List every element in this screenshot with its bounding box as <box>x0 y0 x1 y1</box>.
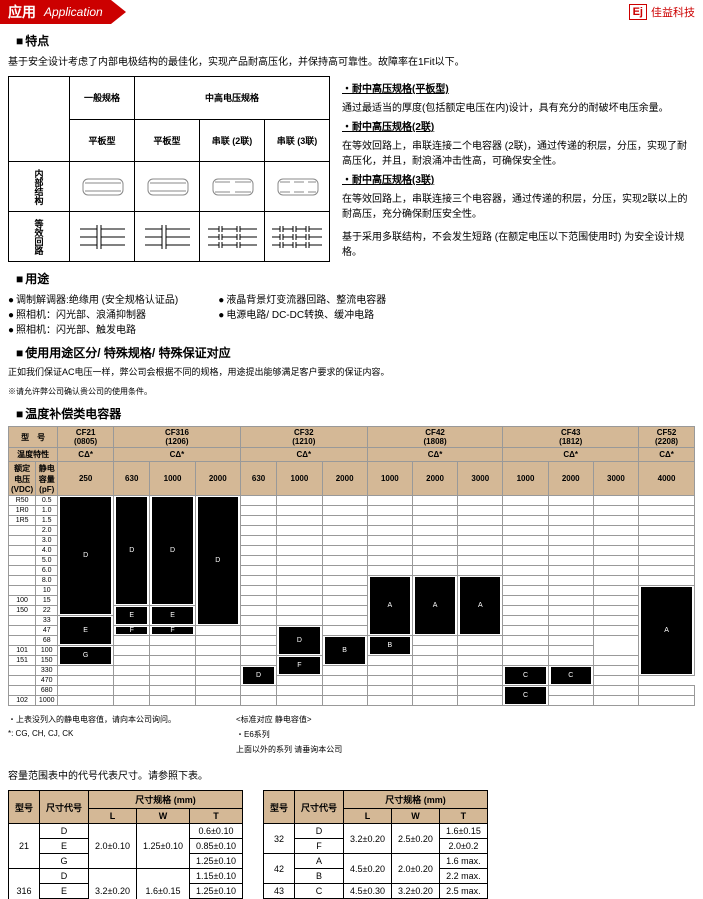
note-p2: 在等效回路上，串联连接二个电容器 (2联)，通过传递的积层，分压，实现了耐高压化… <box>342 137 695 167</box>
v-cell: 2000 <box>322 462 367 496</box>
v-cell: 630 <box>114 462 150 496</box>
note-p3: 在等效回路上，串联连接三个电容器，通过传递的积层，分压，实现2联以上的耐高压，充… <box>342 190 695 220</box>
model-cell: CF43(1812) <box>503 427 639 448</box>
th-type: 型 号 <box>9 427 58 448</box>
usage-title: 用途 <box>16 270 695 287</box>
temp-val: CΔ* <box>503 448 639 462</box>
th-c3: 串联 (2联) <box>200 119 265 162</box>
capacitor-table: 型 号 CF21(0805) CF316(1206) CF32(1210) CF… <box>8 426 695 706</box>
special-p2: ※请允许弊公司确认贵公司的使用条件。 <box>8 386 695 397</box>
cap-title: 温度补偿类电容器 <box>16 405 695 422</box>
th-highv: 中高电压规格 <box>135 77 330 120</box>
v-cell: 250 <box>58 462 114 496</box>
foot1: ・上表没列入的静电电容值，请向本公司询问。 <box>8 714 176 725</box>
v-cell: 1000 <box>150 462 195 496</box>
tab-cn: 应用 <box>8 2 36 22</box>
logo-mark: Ej <box>629 4 647 20</box>
row-circuit: 等效回路 <box>9 212 70 262</box>
th-temp: 温度特性 <box>9 448 58 462</box>
model-cell: CF42(1808) <box>367 427 503 448</box>
special-title: 使用用途区分/ 特殊规格/ 特殊保证对应 <box>16 344 695 361</box>
temp-val: CΔ* <box>58 448 114 462</box>
dim-intro: 容量范围表中的代号代表尺寸。请参照下表。 <box>8 767 695 782</box>
v-cell: 1000 <box>277 462 322 496</box>
usage-item: 照相机：闪光部、浪涌抑制器 <box>8 306 178 321</box>
th-pf: 静电容量(pF) <box>36 462 58 496</box>
v-cell: 2000 <box>195 462 240 496</box>
th-c1: 平板型 <box>70 119 135 162</box>
note-p1: 通过最适当的厚度(包括额定电压在内)设计，具有充分的耐破坏电压余量。 <box>342 99 695 114</box>
spec-layout: 一般规格 中高电压规格 平板型 平板型 串联 (2联) 串联 (3联) 内部结构… <box>8 76 695 262</box>
v-cell: 3000 <box>458 462 503 496</box>
circuit-2 <box>140 221 195 251</box>
v-cell: 1000 <box>367 462 412 496</box>
th-rated: 额定电压(VDC) <box>9 462 36 496</box>
spec-notes: ・耐中高压规格(平板型) 通过最适当的厚度(包括额定电压在内)设计，具有充分的耐… <box>342 76 695 262</box>
usage-item: 电源电路/ DC-DC转换、缓冲电路 <box>218 306 386 321</box>
note-t1: ・耐中高压规格(平板型) <box>342 80 695 95</box>
dim-table-1: 型号尺寸代号尺寸规格 (mm) LWT 21D2.0±0.101.25±0.10… <box>8 790 243 899</box>
special-p1: 正如我们保证AC电压一样，弊公司会根据不同的规格，用途提出能够满足客户要求的保证… <box>8 365 695 378</box>
usage-item: 调制解调器:绝缘用 (安全规格认证品) <box>8 291 178 306</box>
features-text: 基于安全设计考虑了内部电极结构的最佳化，实现产品耐高压化，并保持高可靠性。故障率… <box>8 53 695 68</box>
foot4: ・E6系列 <box>236 729 342 740</box>
temp-val: CΔ* <box>639 448 695 462</box>
header: 应用 Application Ej 佳益科技 <box>0 0 703 24</box>
features-title: 特点 <box>16 32 695 49</box>
note-t3: ・耐中高压规格(3联) <box>342 171 695 186</box>
temp-val: CΔ* <box>367 448 503 462</box>
v-cell: 2000 <box>548 462 593 496</box>
v-cell: 630 <box>240 462 276 496</box>
model-cell: CF32(1210) <box>240 427 367 448</box>
cap-diagram-1 <box>75 171 130 201</box>
foot5: 上面以外的系列 请垂询本公司 <box>236 744 342 755</box>
v-cell: 3000 <box>593 462 638 496</box>
v-cell: 4000 <box>639 462 695 496</box>
cap-diagram-4 <box>270 171 325 201</box>
th-general: 一般规格 <box>70 77 135 120</box>
v-cell: 2000 <box>412 462 457 496</box>
usage-item: 液晶背景灯变流器回路、整流电容器 <box>218 291 386 306</box>
cap-diagram-2 <box>140 171 195 201</box>
th-c2: 平板型 <box>135 119 200 162</box>
v-cell: 1000 <box>503 462 548 496</box>
model-cell: CF316(1206) <box>114 427 241 448</box>
structure-table: 一般规格 中高电压规格 平板型 平板型 串联 (2联) 串联 (3联) 内部结构… <box>8 76 330 262</box>
foot2: *: CG, CH, CJ, CK <box>8 729 176 738</box>
circuit-4 <box>270 221 325 251</box>
th-c4: 串联 (3联) <box>265 119 330 162</box>
dim-table-2: 型号尺寸代号尺寸规格 (mm) LWT 32D3.2±0.202.5±0.201… <box>263 790 488 899</box>
note-t2: ・耐中高压规格(2联) <box>342 118 695 133</box>
usage-left: 调制解调器:绝缘用 (安全规格认证品) 照相机：闪光部、浪涌抑制器 照相机：闪光… <box>8 291 178 336</box>
usage-right: 液晶背景灯变流器回路、整流电容器 电源电路/ DC-DC转换、缓冲电路 <box>218 291 386 336</box>
usage-list: 调制解调器:绝缘用 (安全规格认证品) 照相机：闪光部、浪涌抑制器 照相机：闪光… <box>8 291 695 336</box>
temp-val: CΔ* <box>240 448 367 462</box>
model-cell: CF52(2208) <box>639 427 695 448</box>
dimension-tables: 型号尺寸代号尺寸规格 (mm) LWT 21D2.0±0.101.25±0.10… <box>8 790 695 899</box>
foot3: <标准对应 静电容值> <box>236 714 342 725</box>
usage-item: 照相机：闪光部、触发电路 <box>8 321 178 336</box>
model-cell: CF21(0805) <box>58 427 114 448</box>
cap-diagram-3 <box>205 171 260 201</box>
note-p4: 基于采用多联结构，不会发生短路 (在额定电压以下范围使用时) 为安全设计规格。 <box>342 228 695 258</box>
logo-text: 佳益科技 <box>651 4 695 20</box>
row-struct: 内部结构 <box>9 162 70 212</box>
circuit-3 <box>205 221 260 251</box>
company-logo: Ej 佳益科技 <box>629 4 695 20</box>
temp-val: CΔ* <box>114 448 241 462</box>
circuit-1 <box>75 221 130 251</box>
tab-en: Application <box>44 5 103 19</box>
app-tab: 应用 Application <box>0 0 111 24</box>
